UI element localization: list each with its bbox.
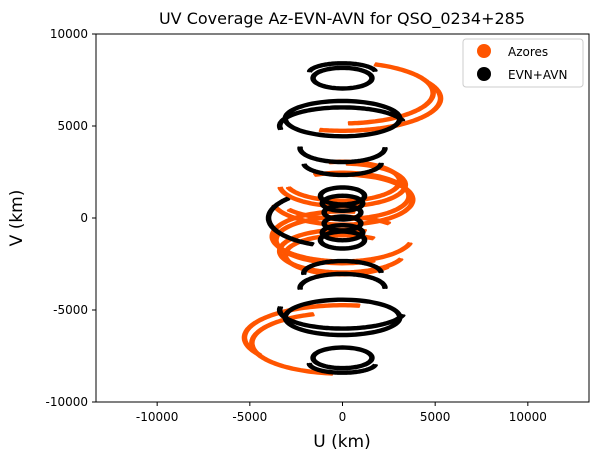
uv-track [249, 312, 334, 376]
uv-track [306, 61, 378, 73]
uv-track [276, 105, 406, 131]
uv-track [282, 297, 403, 338]
uv-track [265, 196, 314, 247]
uv-track [310, 345, 375, 371]
x-tick-label: 5000 [420, 410, 451, 424]
uv-track [245, 305, 360, 356]
uv-track [267, 197, 314, 246]
uv-track [317, 185, 368, 207]
uv-track [301, 258, 384, 276]
uv-track [347, 62, 436, 126]
y-axis: -10000 -5000 0 5000 10000 [45, 27, 96, 409]
y-axis-title: V (km) [7, 190, 27, 247]
uv-track [310, 65, 375, 91]
uv-track [313, 67, 372, 89]
series-evn-avn [265, 61, 406, 375]
x-tick-label: 10000 [509, 410, 547, 424]
uv-track [347, 63, 435, 125]
uv-track [297, 271, 388, 290]
uv-track [317, 229, 368, 251]
uv-track [318, 81, 444, 133]
legend: Azores EVN+AVN [462, 38, 584, 88]
uv-track [311, 346, 374, 370]
x-axis: -10000 -5000 0 5000 10000 [136, 402, 547, 424]
uv-track [280, 107, 402, 130]
legend-marker-evn-avn [477, 67, 491, 81]
x-tick-label: 0 [339, 410, 347, 424]
legend-label-evn-avn: EVN+AVN [508, 68, 567, 82]
y-tick-label: 5000 [57, 119, 88, 133]
uv-track [306, 362, 378, 375]
uv-track [278, 106, 404, 130]
uv-track [277, 161, 409, 209]
uv-track [319, 230, 366, 250]
uv-track [241, 303, 361, 357]
legend-marker-azores [477, 44, 491, 58]
uv-track [301, 162, 384, 178]
y-tick-label: -10000 [45, 395, 88, 409]
uv-track [285, 159, 403, 203]
uv-track [243, 304, 361, 356]
y-tick-label: 10000 [50, 27, 88, 41]
legend-label-azores: Azores [508, 45, 548, 59]
uv-track [319, 186, 366, 206]
uv-track [313, 347, 372, 369]
uv-track [276, 306, 406, 331]
uv-track [311, 66, 374, 90]
y-tick-label: -5000 [53, 303, 88, 317]
x-axis-title: U (km) [313, 432, 371, 452]
uv-track [319, 193, 366, 213]
y-tick-label: 0 [80, 211, 88, 225]
uv-track [276, 227, 404, 275]
uv-track [319, 223, 366, 243]
series-layer [241, 61, 444, 376]
legend-box [462, 38, 584, 88]
uv-track [269, 198, 315, 245]
uv-track [269, 209, 413, 264]
x-tick-label: -5000 [232, 410, 267, 424]
chart-title: UV Coverage Az-EVN-AVN for QSO_0234+285 [159, 9, 525, 29]
x-tick-label: -10000 [136, 410, 179, 424]
uv-track [319, 81, 442, 132]
uv-track [297, 146, 388, 165]
